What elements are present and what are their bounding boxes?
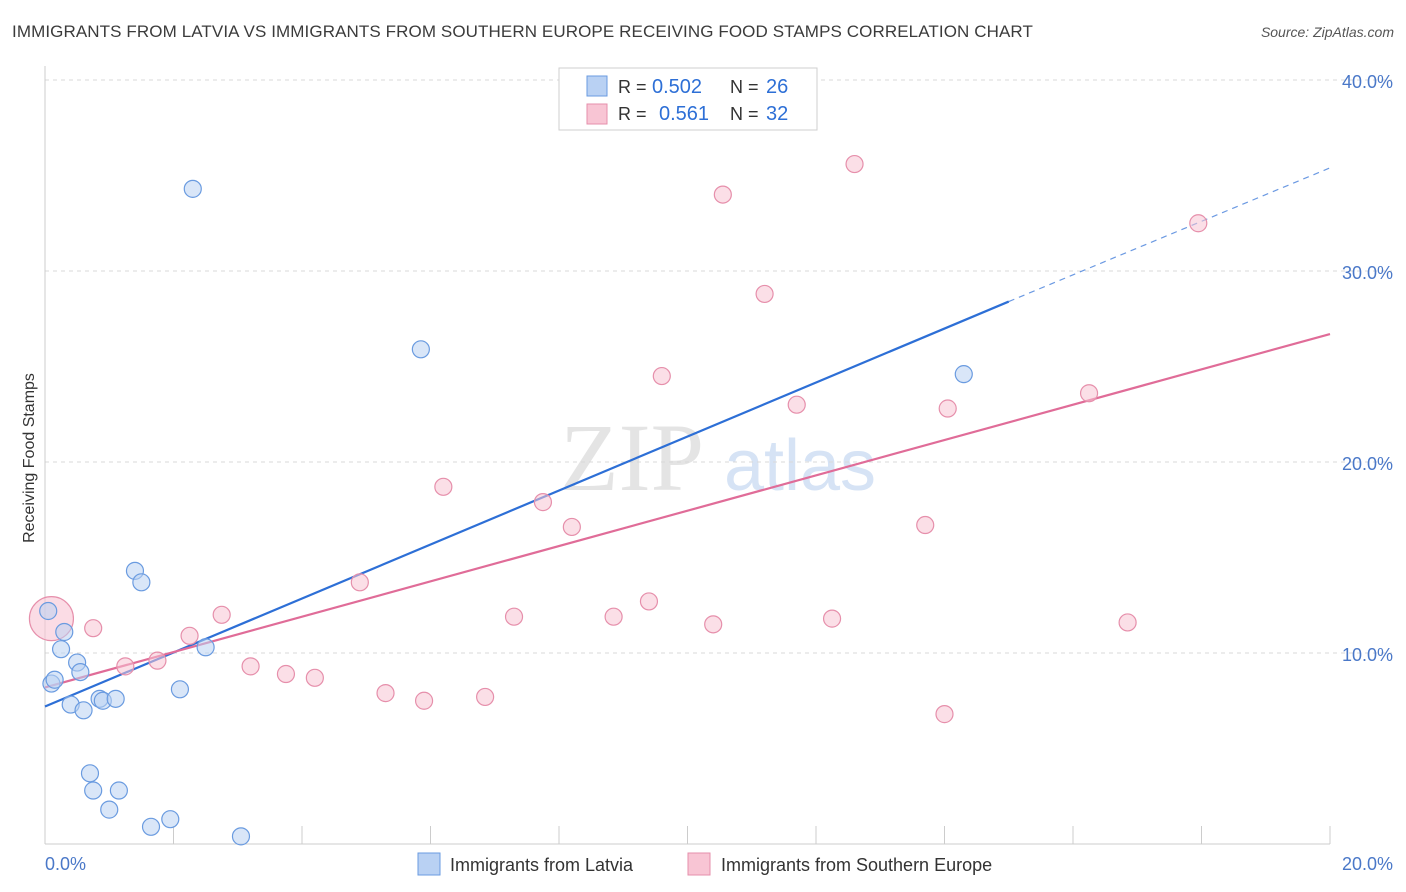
watermark-zip: ZIP bbox=[560, 404, 704, 511]
trend-line-latvia-extension bbox=[1008, 167, 1331, 303]
series-legend: Immigrants from Latvia Immigrants from S… bbox=[417, 852, 992, 876]
legend-n-value-1: 26 bbox=[766, 76, 788, 98]
point-southern-europe-5 bbox=[212, 605, 231, 624]
point-southern-europe-8 bbox=[305, 668, 324, 687]
point-southern-europe-31 bbox=[1189, 214, 1208, 233]
trend-line-southern-europe bbox=[44, 332, 1331, 689]
trend-lines bbox=[44, 167, 1331, 708]
point-southern-europe-4 bbox=[180, 626, 199, 645]
point-southern-europe-28 bbox=[938, 399, 957, 418]
bottom-legend-label-southern-europe: Immigrants from Southern Europe bbox=[721, 855, 992, 875]
tick-labels: 10.0% 20.0% 30.0% 40.0% 0.0% 20.0% bbox=[45, 72, 1393, 874]
x-tick-label-1: 20.0% bbox=[1342, 854, 1393, 874]
point-southern-europe-21 bbox=[713, 185, 732, 204]
source-label: Source: ZipAtlas.com bbox=[1260, 24, 1394, 40]
point-latvia-23 bbox=[231, 827, 251, 846]
point-southern-europe-13 bbox=[476, 687, 495, 707]
point-southern-europe-23 bbox=[787, 395, 806, 414]
legend-r-label-1: R = bbox=[618, 77, 647, 97]
bottom-legend-label-latvia: Immigrants from Latvia bbox=[450, 855, 634, 875]
point-latvia-7 bbox=[71, 662, 90, 682]
point-southern-europe-29 bbox=[1079, 384, 1099, 403]
legend-swatch-latvia bbox=[586, 75, 608, 97]
point-southern-europe-12 bbox=[434, 477, 453, 496]
point-southern-europe-1 bbox=[84, 619, 103, 638]
point-latvia-14 bbox=[106, 689, 125, 708]
point-southern-europe-10 bbox=[376, 684, 395, 703]
legend-r-value-2: 0.561 bbox=[659, 103, 709, 125]
point-southern-europe-14 bbox=[504, 607, 524, 626]
y-tick-label-3: 40.0% bbox=[1342, 72, 1393, 92]
legend-swatch-southern-europe bbox=[586, 103, 608, 125]
point-latvia-24 bbox=[411, 340, 430, 359]
point-southern-europe-9 bbox=[350, 573, 369, 592]
point-southern-europe-15 bbox=[533, 493, 553, 512]
point-latvia-20 bbox=[170, 680, 190, 699]
point-latvia-13 bbox=[100, 800, 119, 819]
point-latvia-19 bbox=[161, 810, 180, 829]
point-latvia-15 bbox=[109, 781, 128, 800]
data-points bbox=[28, 154, 1208, 846]
point-latvia-25 bbox=[954, 365, 973, 384]
point-southern-europe-7 bbox=[276, 664, 296, 684]
point-latvia-0 bbox=[39, 601, 58, 621]
bottom-legend-swatch-latvia bbox=[417, 852, 441, 876]
point-latvia-2 bbox=[45, 670, 64, 689]
y-tick-label-1: 20.0% bbox=[1342, 454, 1393, 474]
point-southern-europe-11 bbox=[414, 691, 434, 710]
legend-n-label-2: N = bbox=[730, 104, 759, 124]
point-latvia-9 bbox=[80, 764, 100, 783]
point-southern-europe-6 bbox=[241, 657, 260, 676]
point-southern-europe-26 bbox=[916, 515, 935, 535]
x-tick-label-0: 0.0% bbox=[45, 854, 86, 874]
point-southern-europe-30 bbox=[1118, 613, 1137, 632]
point-southern-europe-18 bbox=[639, 592, 659, 611]
y-tick-label-2: 30.0% bbox=[1342, 263, 1393, 283]
point-southern-europe-17 bbox=[604, 607, 623, 626]
point-southern-europe-22 bbox=[755, 284, 774, 304]
point-southern-europe-20 bbox=[704, 615, 723, 634]
point-latvia-10 bbox=[84, 781, 103, 800]
point-latvia-8 bbox=[74, 701, 93, 720]
point-southern-europe-27 bbox=[935, 705, 954, 724]
correlation-legend: R = 0.502 N = 26 R = 0.561 N = 32 bbox=[558, 67, 818, 131]
point-southern-europe-3 bbox=[148, 651, 167, 670]
point-latvia-4 bbox=[55, 622, 74, 642]
legend-n-value-2: 32 bbox=[766, 103, 788, 125]
legend-r-value-1: 0.502 bbox=[652, 76, 702, 98]
point-latvia-18 bbox=[141, 817, 161, 836]
legend-r-label-2: R = bbox=[618, 104, 647, 124]
point-latvia-21 bbox=[183, 179, 202, 198]
point-southern-europe-16 bbox=[562, 517, 581, 537]
point-southern-europe-24 bbox=[822, 609, 842, 628]
point-latvia-3 bbox=[51, 640, 71, 659]
legend-n-label-1: N = bbox=[730, 77, 759, 97]
y-tick-label-0: 10.0% bbox=[1342, 645, 1393, 665]
point-southern-europe-19 bbox=[652, 366, 671, 386]
bottom-legend-swatch-southern-europe bbox=[687, 852, 711, 876]
point-southern-europe-25 bbox=[845, 154, 864, 174]
point-latvia-17 bbox=[132, 573, 151, 592]
y-axis-label: Receiving Food Stamps bbox=[21, 373, 38, 543]
point-southern-europe-2 bbox=[116, 657, 135, 676]
chart-title: IMMIGRANTS FROM LATVIA VS IMMIGRANTS FRO… bbox=[12, 22, 1033, 41]
axes bbox=[44, 66, 1331, 845]
point-latvia-22 bbox=[196, 638, 215, 657]
gridlines bbox=[45, 79, 1392, 654]
